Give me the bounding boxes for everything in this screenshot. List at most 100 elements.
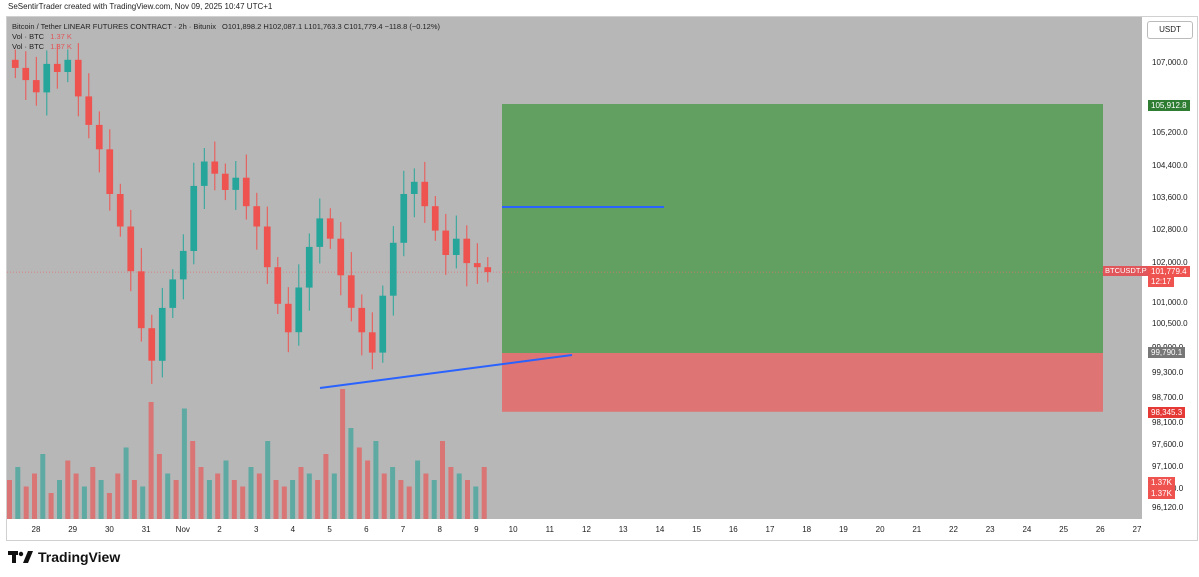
- candle-body: [116, 194, 124, 227]
- entry-price-tag: 99,790.1: [1148, 347, 1186, 358]
- candle-body: [85, 96, 93, 125]
- price-tick-label: 101,000.0: [1152, 298, 1188, 307]
- candle-body: [326, 218, 334, 239]
- volume-bar: [32, 473, 37, 519]
- time-tick-label: 4: [290, 525, 296, 534]
- time-tick-label: 19: [838, 525, 848, 534]
- volume-bar: [98, 480, 104, 519]
- candle-body: [253, 206, 261, 227]
- volume-bar: [431, 480, 437, 519]
- chart-legend: Bitcoin / Tether LINEAR FUTURES CONTRACT…: [12, 22, 440, 52]
- volume-bar: [465, 480, 470, 519]
- candle-body: [347, 275, 355, 308]
- candle-body: [400, 194, 408, 243]
- chart-svg[interactable]: [7, 17, 1142, 519]
- legend-vol-label[interactable]: Vol · BTC: [12, 32, 45, 41]
- time-tick-label: 3: [253, 525, 259, 534]
- candle-body: [295, 287, 303, 333]
- volume-bar: [156, 454, 162, 519]
- price-tick-label: 97,600.0: [1152, 440, 1184, 449]
- volume-bar: [440, 441, 445, 519]
- legend-volume-row-1: Vol · BTC 1.37 K: [12, 32, 440, 42]
- candle-body: [190, 185, 198, 251]
- candle-body: [263, 226, 271, 268]
- time-tick-label: 23: [985, 525, 995, 534]
- volume-bar: [106, 493, 112, 519]
- volume-bar: [390, 467, 396, 519]
- candle-body: [22, 67, 30, 81]
- volume-bar: [331, 473, 337, 519]
- volume-bar: [290, 480, 296, 519]
- time-tick-label: 30: [104, 525, 114, 534]
- candle-body: [64, 59, 72, 72]
- volume-bar: [323, 454, 329, 519]
- price-tick-label: 104,400.0: [1152, 161, 1188, 170]
- candle-body: [337, 238, 345, 276]
- volume-bar: [190, 441, 196, 519]
- stop-price-tag: 98,345.3: [1148, 407, 1186, 418]
- time-tick-label: 6: [364, 525, 369, 534]
- time-tick-label: 26: [1095, 525, 1105, 534]
- candle-body: [158, 307, 166, 361]
- volume-bar: [398, 480, 404, 519]
- tradingview-logo[interactable]: TradingView: [8, 549, 120, 565]
- price-tick-label: 97,100.0: [1152, 462, 1184, 471]
- volume-bar: [223, 460, 229, 519]
- volume-bar: [48, 493, 54, 519]
- volume-bar: [356, 447, 362, 519]
- time-tick-label: 2: [217, 525, 222, 534]
- volume-bar: [81, 486, 87, 519]
- candle-body: [11, 59, 19, 68]
- candle-body: [169, 279, 177, 308]
- legend-ohlc: O101,898.2 H102,087.1 L101,763.3 C101,77…: [222, 22, 440, 31]
- candle-body: [148, 328, 156, 361]
- volume-bar: [206, 480, 212, 519]
- candle-body: [431, 206, 439, 231]
- loss-zone: [502, 353, 1103, 412]
- time-axis[interactable]: [7, 519, 1197, 540]
- chart-plot-area[interactable]: [7, 17, 1142, 519]
- candle-body: [127, 226, 135, 272]
- volume-bar: [40, 454, 46, 519]
- legend-symbol-row: Bitcoin / Tether LINEAR FUTURES CONTRACT…: [12, 22, 440, 32]
- price-tick-label: 99,300.0: [1152, 368, 1184, 377]
- volume-bar: [481, 467, 487, 519]
- price-tick-label: 105,200.0: [1152, 128, 1188, 137]
- currency-button[interactable]: USDT: [1147, 21, 1193, 39]
- candle-body: [358, 307, 366, 333]
- time-tick-label: 16: [728, 525, 738, 534]
- volume-bar: [448, 467, 454, 519]
- price-tick-label: 98,700.0: [1152, 393, 1184, 402]
- volume-bar: [256, 473, 262, 519]
- time-tick-label: 31: [141, 525, 151, 534]
- volume-tag-a: 1.37K: [1148, 477, 1175, 488]
- legend-vol-label[interactable]: Vol · BTC: [12, 42, 45, 51]
- volume-bar: [240, 486, 246, 519]
- brand-name: TradingView: [38, 549, 121, 565]
- candle-body: [316, 218, 324, 247]
- volume-bar: [423, 473, 429, 519]
- candle-body: [274, 267, 282, 304]
- candle-body: [200, 161, 208, 186]
- volume-bar: [248, 467, 254, 519]
- volume-bar: [473, 486, 479, 519]
- candle-body: [473, 263, 481, 268]
- volume-bar: [65, 460, 71, 519]
- candle-body: [106, 149, 114, 194]
- legend-volume-row-2: Vol · BTC 1.37 K: [12, 42, 440, 52]
- price-tick-label: 100,500.0: [1152, 319, 1188, 328]
- legend-symbol[interactable]: Bitcoin / Tether LINEAR FUTURES CONTRACT…: [12, 22, 216, 31]
- credit-text: SeSentirTrader created with TradingView.…: [8, 2, 273, 11]
- candle-body: [484, 267, 492, 273]
- volume-bar: [373, 441, 379, 519]
- legend-vol-value: 1.37 K: [50, 42, 72, 51]
- candle-body: [442, 230, 450, 255]
- time-tick-label: 18: [802, 525, 812, 534]
- volume-bar: [140, 486, 146, 519]
- candle-body: [137, 271, 145, 329]
- volume-bar: [340, 389, 346, 519]
- volume-bar: [173, 480, 179, 519]
- volume-bar: [115, 473, 121, 519]
- candle-body: [95, 124, 103, 150]
- volume-tag-b: 1.37K: [1148, 488, 1175, 499]
